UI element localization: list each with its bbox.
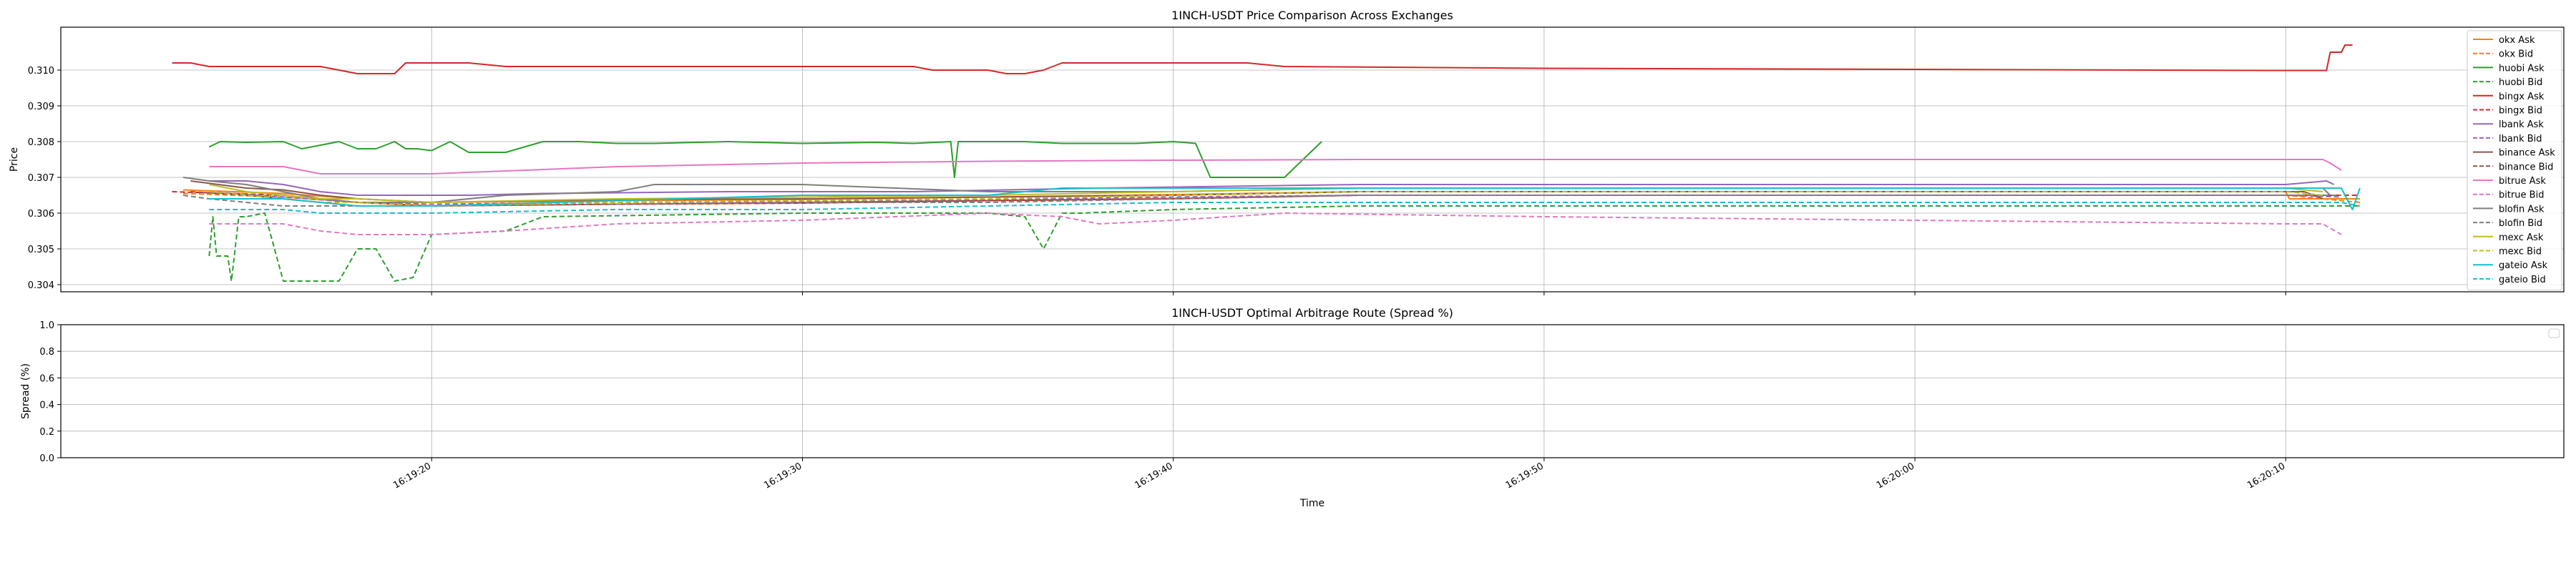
legend-label: mexc Ask (2499, 232, 2544, 243)
legend-label: okx Bid (2499, 49, 2533, 60)
bottom-empty-legend (2548, 328, 2560, 338)
legend-label: huobi Ask (2499, 63, 2545, 74)
price-comparison-panel: 1INCH-USDT Price Comparison Across Excha… (9, 9, 2565, 295)
legend-label: gateio Bid (2499, 275, 2546, 285)
series-line-lbank-bid (209, 191, 2342, 205)
legend-label: lbank Bid (2499, 134, 2542, 144)
legend-label: lbank Ask (2499, 119, 2544, 130)
top-chart-title: 1INCH-USDT Price Comparison Across Excha… (1171, 9, 1453, 22)
legend-label: huobi Bid (2499, 77, 2542, 88)
bottom-y-tick-label: 0.6 (39, 373, 54, 384)
top-y-tick-label: 0.304 (28, 280, 54, 291)
legend-label: bitrue Bid (2499, 190, 2544, 201)
top-y-tick-label: 0.305 (28, 245, 54, 255)
legend-label: binance Ask (2499, 148, 2555, 159)
bottom-y-tick-label: 0.4 (39, 400, 54, 411)
legend-label: binance Bid (2499, 162, 2553, 172)
bottom-y-tick-label: 0.8 (39, 347, 54, 358)
top-legend: okx Ask okx Bid huobi Ask huobi Bid bingx As… (2467, 30, 2562, 291)
legend-label: blofin Ask (2499, 204, 2545, 215)
series-line-gateio-ask (209, 187, 2361, 210)
top-y-tick-label: 0.306 (28, 209, 54, 220)
legend-label: bingx Bid (2499, 106, 2542, 117)
legend-label: bingx Ask (2499, 92, 2545, 102)
series-line-bitrue-bid (209, 212, 2342, 235)
top-y-tick-label: 0.310 (28, 66, 54, 77)
series-line-bingx-ask (172, 44, 2353, 74)
series-line-huobi-ask (208, 141, 1322, 178)
top-series-lines (172, 44, 2361, 282)
top-y-tick-label: 0.307 (28, 173, 54, 184)
series-line-gateio-bid (209, 202, 2361, 214)
bottom-plot-frame (60, 324, 2565, 458)
bottom-y-tick-label: 0.0 (39, 453, 54, 464)
top-y-axis: 0.304 0.305 0.306 0.307 0.308 0.309 0.310 (28, 66, 61, 291)
top-y-axis-label: Price (9, 147, 20, 172)
bottom-y-axis-label: Spread (%) (20, 363, 31, 419)
series-line-lbank-ask (209, 180, 2335, 196)
bottom-y-tick-label: 0.2 (39, 427, 54, 438)
bottom-y-tick-label: 1.0 (39, 320, 54, 331)
legend-label: bitrue Ask (2499, 176, 2546, 187)
series-line-huobi-bid (208, 205, 2360, 282)
legend-label: okx Ask (2499, 35, 2535, 46)
top-x-ticks (431, 292, 2286, 295)
series-line-bitrue-ask (209, 159, 2342, 175)
bottom-y-axis: 0.0 0.2 0.4 0.6 0.8 1.0 (39, 320, 61, 464)
top-y-tick-label: 0.309 (28, 102, 54, 112)
bottom-chart-title: 1INCH-USDT Optimal Arbitrage Route (Spre… (1171, 306, 1453, 320)
legend-label: gateio Ask (2499, 260, 2548, 271)
top-y-tick-label: 0.308 (28, 137, 54, 148)
legend-label: mexc Bid (2499, 247, 2542, 257)
legend-label: blofin Bid (2499, 218, 2542, 229)
top-plot-frame (60, 26, 2565, 293)
bottom-x-axis-label: Time (1299, 498, 1324, 509)
